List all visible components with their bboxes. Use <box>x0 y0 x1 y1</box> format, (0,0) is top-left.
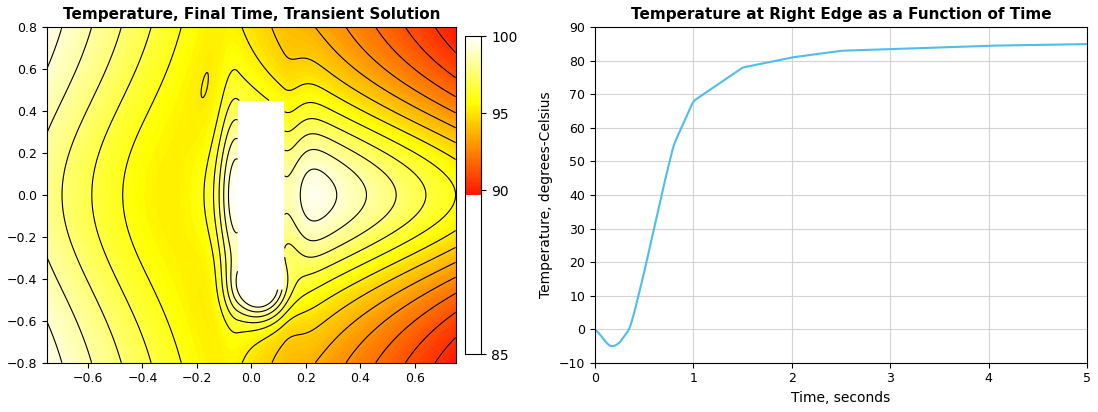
Y-axis label: Temperature, degrees-Celsius: Temperature, degrees-Celsius <box>539 92 553 298</box>
Title: Temperature at Right Edge as a Function of Time: Temperature at Right Edge as a Function … <box>630 7 1051 22</box>
X-axis label: Time, seconds: Time, seconds <box>792 391 890 405</box>
Bar <box>238 101 284 289</box>
Title: Temperature, Final Time, Transient Solution: Temperature, Final Time, Transient Solut… <box>63 7 440 22</box>
